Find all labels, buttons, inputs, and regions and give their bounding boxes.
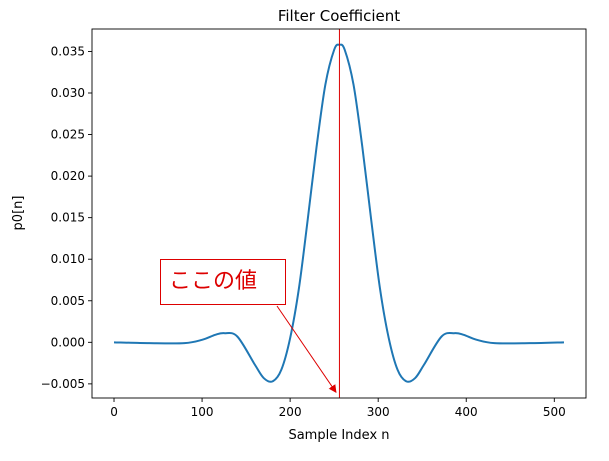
y-tick-label: 0.035	[51, 44, 85, 58]
x-tick-label: 500	[543, 405, 566, 419]
y-tick-label: −0.005	[41, 377, 85, 391]
x-tick-label: 100	[191, 405, 214, 419]
plot-marks	[113, 29, 565, 398]
annotation-arrow	[276, 305, 337, 394]
plot-frame	[91, 28, 587, 399]
y-tick-label: 0.020	[51, 169, 85, 183]
y-axis: −0.005 0.000 0.005 0.010 0.015 0.020 0.025 0.03…	[41, 44, 92, 391]
y-tick-label: 0.030	[51, 86, 85, 100]
x-axis-label: Sample Index n	[288, 428, 389, 443]
x-axis: 0 100 200 300 400 500	[110, 398, 566, 419]
y-tick-label: 0.005	[51, 294, 85, 308]
y-tick-label: 0.025	[51, 128, 85, 142]
annotation-callout: ここの値	[160, 259, 286, 305]
y-tick-label: 0.000	[51, 335, 85, 349]
x-tick-label: 200	[279, 405, 302, 419]
x-tick-label: 400	[455, 405, 478, 419]
chart-title: Filter Coefficient	[278, 7, 400, 25]
y-tick-label: 0.015	[51, 211, 85, 225]
y-tick-label: 0.010	[51, 252, 85, 266]
x-tick-label: 300	[367, 405, 390, 419]
x-tick-label: 0	[110, 405, 118, 419]
y-axis-label: p0[n]	[11, 196, 26, 231]
